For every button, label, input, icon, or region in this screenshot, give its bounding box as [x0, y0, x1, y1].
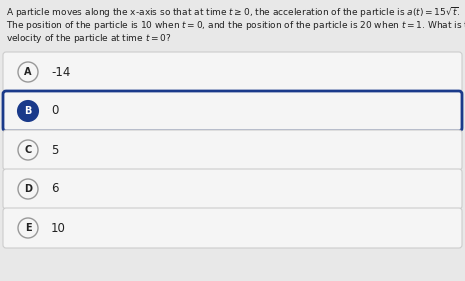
- Text: The position of the particle is 10 when $t = 0$, and the position of the particl: The position of the particle is 10 when …: [6, 19, 465, 32]
- FancyBboxPatch shape: [3, 130, 462, 170]
- Circle shape: [18, 140, 38, 160]
- Text: C: C: [24, 145, 32, 155]
- Text: A: A: [24, 67, 32, 77]
- Text: B: B: [24, 106, 32, 116]
- Text: 10: 10: [51, 221, 66, 235]
- FancyBboxPatch shape: [3, 208, 462, 248]
- Text: 5: 5: [51, 144, 59, 157]
- Circle shape: [18, 101, 38, 121]
- Text: 0: 0: [51, 105, 59, 117]
- Text: -14: -14: [51, 65, 70, 78]
- Text: D: D: [24, 184, 32, 194]
- Text: E: E: [25, 223, 31, 233]
- FancyBboxPatch shape: [3, 52, 462, 92]
- Circle shape: [18, 218, 38, 238]
- Text: 6: 6: [51, 182, 59, 196]
- FancyBboxPatch shape: [3, 91, 462, 131]
- FancyBboxPatch shape: [3, 169, 462, 209]
- Text: velocity of the particle at time $t = 0$?: velocity of the particle at time $t = 0$…: [6, 32, 172, 45]
- Circle shape: [18, 62, 38, 82]
- Text: A particle moves along the x-axis so that at time $t \geq 0$, the acceleration o: A particle moves along the x-axis so tha…: [6, 5, 461, 20]
- Circle shape: [18, 179, 38, 199]
